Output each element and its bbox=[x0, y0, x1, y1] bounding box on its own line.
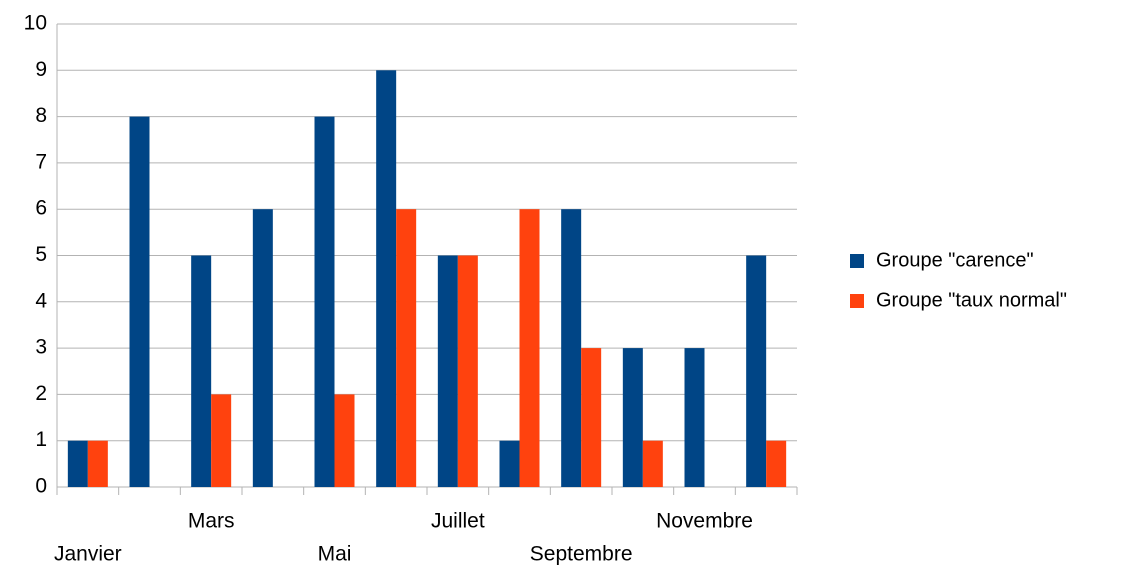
bar bbox=[457, 255, 478, 487]
bar bbox=[746, 255, 767, 487]
bar bbox=[129, 116, 150, 487]
y-tick-label: 2 bbox=[35, 382, 47, 405]
legend-swatch bbox=[850, 254, 864, 268]
bar bbox=[376, 70, 397, 488]
legend-label: Groupe "taux normal" bbox=[876, 289, 1067, 311]
bar bbox=[519, 209, 540, 487]
y-tick-label: 0 bbox=[35, 475, 47, 498]
bar bbox=[87, 440, 108, 487]
bar bbox=[334, 394, 355, 487]
x-tick-label: Mai bbox=[318, 543, 352, 566]
bar bbox=[252, 209, 273, 487]
bar bbox=[642, 440, 663, 487]
bar bbox=[499, 440, 520, 487]
legend-label: Groupe "carence" bbox=[876, 249, 1034, 271]
x-tick-label: Septembre bbox=[530, 543, 633, 566]
y-tick-label: 8 bbox=[35, 104, 47, 127]
bar bbox=[67, 440, 88, 487]
bar bbox=[622, 348, 643, 487]
bar bbox=[191, 255, 212, 487]
y-tick-label: 6 bbox=[35, 197, 47, 220]
x-tick-label: Novembre bbox=[656, 510, 753, 533]
x-tick-label: Juillet bbox=[431, 510, 485, 533]
y-tick-label: 4 bbox=[35, 289, 47, 312]
bar bbox=[396, 209, 417, 487]
bar bbox=[211, 394, 232, 487]
y-tick-label: 7 bbox=[35, 150, 47, 173]
y-tick-label: 9 bbox=[35, 58, 47, 81]
legend-swatch bbox=[850, 294, 864, 308]
y-tick-label: 10 bbox=[24, 12, 47, 35]
x-tick-label: Mars bbox=[188, 510, 235, 533]
bar bbox=[437, 255, 458, 487]
y-tick-label: 5 bbox=[35, 243, 47, 266]
x-tick-label: Janvier bbox=[54, 543, 122, 566]
bar bbox=[561, 209, 582, 487]
y-tick-label: 1 bbox=[35, 428, 47, 451]
y-tick-label: 3 bbox=[35, 336, 47, 359]
bar bbox=[581, 348, 602, 487]
bar bbox=[766, 440, 787, 487]
bar bbox=[314, 116, 335, 487]
bar bbox=[684, 348, 705, 487]
